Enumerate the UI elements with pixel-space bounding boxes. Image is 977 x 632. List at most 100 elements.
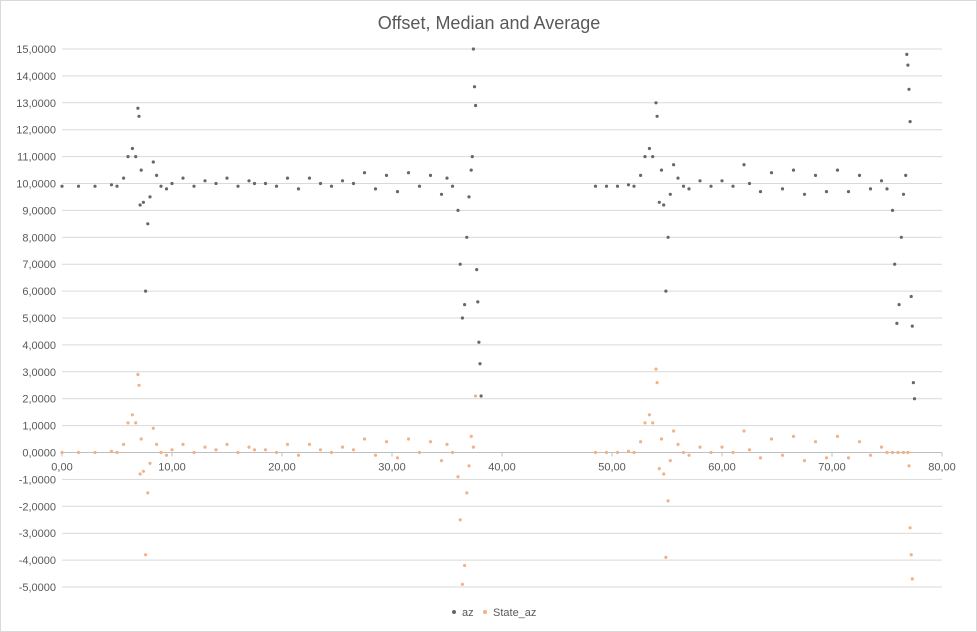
data-point: [905, 52, 909, 57]
data-point: [60, 450, 64, 455]
data-point: [417, 184, 422, 188]
data-point: [908, 120, 912, 124]
y-tick-label: 5,0000: [22, 313, 56, 325]
y-tick-label: -5,0000: [19, 582, 56, 594]
data-point: [672, 163, 676, 167]
data-point: [632, 184, 636, 188]
data-point: [654, 367, 658, 371]
x-tick-label: 0,00: [51, 462, 72, 474]
y-tick-label: 14,0000: [16, 71, 56, 83]
data-point: [655, 381, 659, 385]
data-point: [672, 429, 676, 433]
data-point: [906, 63, 910, 67]
data-point: [604, 450, 609, 455]
data-point: [769, 437, 774, 441]
data-point: [465, 235, 469, 239]
data-point: [868, 453, 873, 457]
data-point: [895, 321, 899, 325]
y-tick-label: 6,0000: [22, 286, 56, 298]
data-point: [791, 434, 796, 438]
data-point: [478, 362, 482, 366]
data-point: [115, 450, 119, 455]
y-tick-label: 11,0000: [17, 152, 56, 164]
data-point: [906, 450, 910, 455]
data-point: [654, 101, 658, 105]
data-point: [144, 553, 148, 557]
data-point: [192, 184, 196, 188]
gridlines: [62, 48, 942, 588]
data-point: [662, 472, 666, 476]
y-tick-label: 9,0000: [22, 205, 56, 217]
x-tick-label: 10,00: [158, 462, 186, 474]
data-point: [709, 184, 713, 188]
data-point: [659, 168, 664, 172]
data-point: [747, 448, 752, 452]
data-point: [742, 163, 746, 167]
data-point: [138, 472, 142, 476]
legend: az State_az: [452, 607, 536, 619]
data-point: [93, 450, 97, 455]
data-point: [910, 324, 914, 328]
data-point: [460, 582, 464, 586]
data-point: [192, 450, 196, 455]
data-point: [141, 200, 145, 204]
data-point: [681, 450, 686, 455]
data-point: [626, 183, 631, 187]
data-point: [236, 450, 240, 455]
data-point: [155, 442, 159, 446]
data-point: [747, 181, 752, 186]
data-point: [445, 442, 449, 446]
data-point: [137, 114, 141, 118]
x-tick-label: 20,00: [268, 462, 296, 474]
data-point: [639, 440, 643, 444]
data-point: [901, 450, 906, 455]
data-point: [252, 181, 257, 186]
data-point: [471, 445, 475, 449]
data-point: [247, 179, 251, 183]
data-point: [626, 449, 631, 453]
data-point: [307, 442, 312, 446]
y-tick-label: -3,0000: [19, 528, 56, 540]
data-point: [439, 192, 444, 196]
data-point: [780, 187, 785, 191]
data-point: [651, 155, 655, 159]
data-point: [225, 442, 229, 446]
data-point: [824, 190, 829, 194]
data-point: [450, 184, 455, 188]
data-point: [329, 184, 334, 188]
data-point: [469, 168, 473, 172]
data-point: [890, 450, 895, 455]
data-point: [720, 445, 724, 449]
data-point: [720, 179, 724, 183]
x-tick-label: 60,00: [708, 462, 736, 474]
data-point: [340, 179, 345, 183]
data-point: [60, 184, 64, 188]
data-point: [651, 421, 655, 425]
x-tick-label: 70,00: [818, 462, 846, 474]
data-point: [467, 195, 471, 199]
data-point: [406, 437, 411, 441]
data-point: [164, 187, 169, 191]
data-point: [406, 171, 411, 175]
data-point: [318, 181, 323, 186]
data-point: [203, 445, 207, 449]
data-point: [126, 155, 130, 159]
data-point: [151, 426, 155, 430]
data-point: [439, 459, 444, 463]
y-tick-label: 7,0000: [22, 259, 56, 271]
data-point: [593, 184, 598, 188]
y-tick-label: -4,0000: [19, 555, 56, 567]
data-point: [912, 397, 917, 401]
data-point: [643, 421, 647, 425]
data-point: [151, 160, 155, 164]
data-point: [417, 450, 422, 455]
data-point: [76, 450, 81, 455]
data-point: [467, 464, 471, 468]
data-point: [274, 184, 279, 188]
data-point: [475, 268, 479, 272]
data-point: [362, 437, 367, 441]
y-tick-label: 8,0000: [22, 232, 56, 244]
data-point: [477, 340, 481, 344]
data-point: [122, 442, 126, 446]
